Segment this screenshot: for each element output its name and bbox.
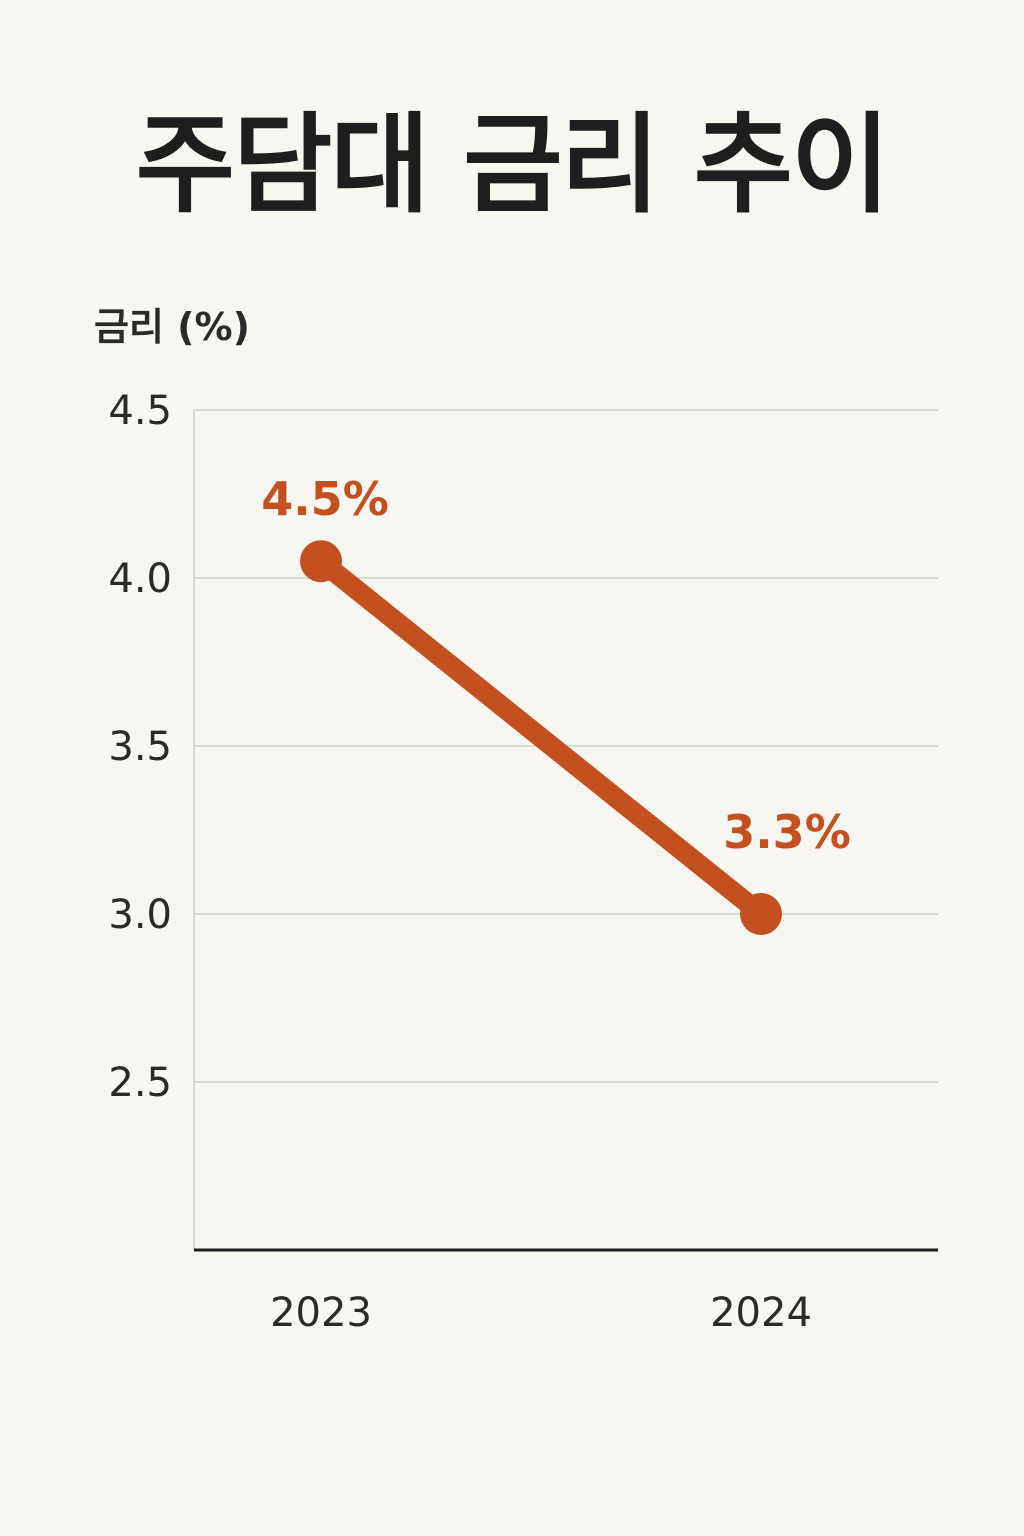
y-tick-label: 4.5 [108,388,172,434]
x-tick-label: 2024 [710,1290,812,1336]
data-label: 3.3% [723,805,851,859]
axes [193,410,938,1252]
y-axis-label: 금리 (%) [94,305,250,349]
chart-title: 주담대 금리 추이 [135,103,891,228]
data-point [300,540,342,583]
data-point [740,893,782,935]
y-tick-label: 2.5 [108,1060,172,1106]
data-labels: 4.5% 3.3% [261,472,851,859]
x-tick-label: 2023 [270,1290,372,1336]
y-tick-label: 3.5 [108,724,172,770]
data-label: 4.5% [261,472,389,526]
y-tick-label: 3.0 [108,892,172,938]
tick-labels: 4.5 4.0 3.5 3.0 2.5 2023 2024 [108,388,812,1336]
y-tick-label: 4.0 [108,556,172,602]
series-line [311,551,771,924]
series [300,540,782,935]
